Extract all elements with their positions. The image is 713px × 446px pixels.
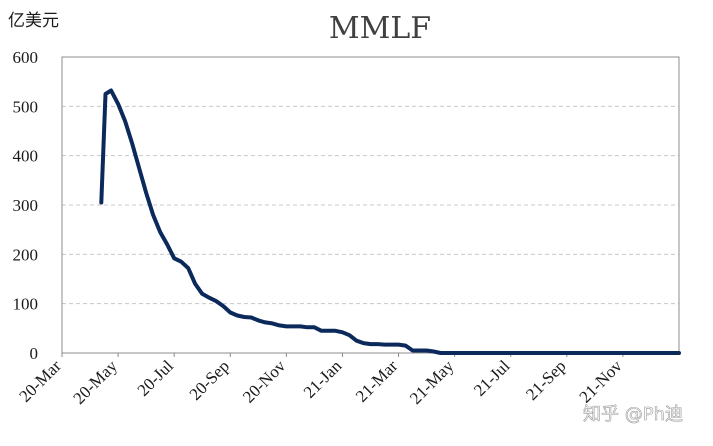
x-tick-label: 21-Sep <box>522 356 569 403</box>
y-tick-label: 0 <box>30 344 39 363</box>
x-tick-label: 20-Mar <box>15 356 65 406</box>
watermark-text: 知乎 @Ph迪 <box>583 404 683 425</box>
x-tick-label: 21-Jul <box>470 356 514 400</box>
plot-area-frame <box>61 56 680 354</box>
x-tick-label: 20-Sep <box>186 356 233 403</box>
series-line-mmlf <box>99 88 681 355</box>
x-tick-label: 20-Jul <box>134 356 178 400</box>
x-tick-label: 21-May <box>406 356 458 408</box>
chart-title: MMLF <box>329 11 431 46</box>
y-tick-label: 500 <box>13 97 39 116</box>
series-group <box>99 88 681 355</box>
y-tick-label: 400 <box>13 147 39 166</box>
gridlines <box>62 105 679 305</box>
y-tick-label: 200 <box>13 245 39 264</box>
y-tick-label: 600 <box>13 48 39 67</box>
y-tick-label: 100 <box>13 295 39 314</box>
x-tick-label: 21-Nov <box>576 356 627 407</box>
x-tick-label: 20-Nov <box>239 356 290 407</box>
x-tick-label: 20-May <box>69 356 121 408</box>
y-axis-unit-label: 亿美元 <box>8 11 59 31</box>
y-axis-ticks: 0 100 200 300 400 500 600 <box>13 48 39 363</box>
y-tick-label: 300 <box>13 196 39 215</box>
x-tick-label: 21-Mar <box>352 356 402 406</box>
x-axis-ticks: 20-Mar 20-May 20-Jul 20-Sep 20-Nov 21-Jan 21-M… <box>15 353 626 408</box>
x-tick-label: 21-Jan <box>300 356 346 402</box>
